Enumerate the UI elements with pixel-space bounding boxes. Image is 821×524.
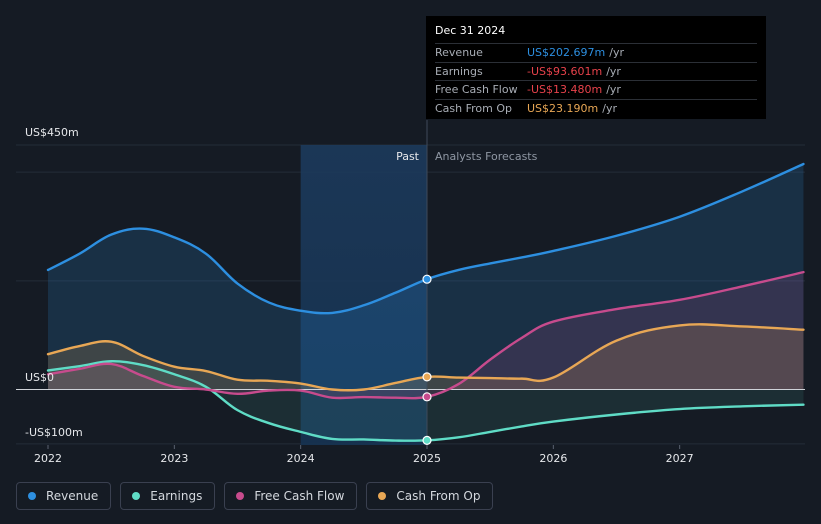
tooltip-date: Dec 31 2024	[435, 24, 506, 37]
earnings-dot-icon	[132, 492, 141, 500]
chart-legend: Revenue Earnings Free Cash Flow Cash Fro…	[16, 482, 494, 510]
legend-item-earnings[interactable]: Earnings	[120, 482, 216, 510]
split-markers	[422, 274, 432, 445]
revenue-marker	[422, 274, 432, 284]
tooltip-value: US$23.190m	[527, 101, 599, 115]
tooltip-label: Revenue	[435, 46, 483, 60]
x-tick-label: 2022	[34, 452, 62, 465]
free-cash-flow-area	[48, 272, 804, 399]
tooltip-label: Free Cash Flow	[435, 83, 518, 97]
cash-from-op-area	[48, 324, 804, 391]
legend-item-revenue[interactable]: Revenue	[16, 482, 112, 510]
y-axis-top-label: US$450m	[25, 126, 79, 139]
past-label: Past	[396, 150, 420, 163]
legend-item-cash-from-op[interactable]: Cash From Op	[366, 482, 494, 510]
x-tick-label: 2023	[160, 452, 188, 465]
free-cash-flow-dot-icon	[236, 492, 245, 500]
earnings-marker	[422, 435, 432, 445]
y-axis-zero-label: US$0	[25, 371, 54, 384]
tooltip-row-cash-from-op: Cash From Op US$23.190m /yr	[435, 98, 757, 118]
tooltip-unit: /yr	[609, 46, 624, 60]
tooltip-value: US$202.697m	[527, 46, 606, 60]
tooltip-label: Earnings	[435, 64, 483, 78]
x-axis-ticks: 2022 2023 2024 2025 2026 2027	[34, 445, 694, 465]
series-lines	[46, 162, 805, 442]
tooltip-row-earnings: Earnings -US$93.601m /yr	[435, 61, 757, 81]
tooltip-unit: /yr	[606, 83, 621, 97]
earnings-line	[46, 360, 805, 442]
legend-label: Revenue	[46, 489, 99, 503]
revenue-area	[48, 164, 804, 390]
cash-from-op-line	[46, 323, 805, 392]
tooltip-unit: /yr	[606, 64, 621, 78]
tooltip-row-revenue: Revenue US$202.697m /yr	[435, 43, 757, 62]
revenue-dot-icon	[28, 492, 36, 500]
tooltip-value: -US$13.480m	[527, 83, 603, 97]
tooltip-label: Cash From Op	[435, 101, 513, 115]
cash-from-op-dot-icon	[378, 492, 387, 500]
free-cash-flow-line	[46, 270, 805, 400]
tooltip-value: -US$93.601m	[527, 64, 603, 78]
cash-from-op-marker	[422, 372, 432, 382]
x-tick-label: 2025	[413, 452, 441, 465]
tooltip-unit: /yr	[602, 101, 617, 115]
revenue-line	[46, 162, 805, 315]
y-axis-bottom-label: -US$100m	[25, 426, 83, 439]
forecast-label: Analysts Forecasts	[435, 150, 538, 163]
x-tick-label: 2026	[539, 452, 567, 465]
legend-label: Free Cash Flow	[254, 489, 345, 503]
legend-item-free-cash-flow[interactable]: Free Cash Flow	[224, 482, 358, 510]
data-tooltip: Dec 31 2024 Revenue US$202.697m /yr Earn…	[426, 16, 766, 119]
free-cash-flow-marker	[422, 392, 432, 402]
x-tick-label: 2024	[287, 452, 315, 465]
x-tick-label: 2027	[666, 452, 694, 465]
legend-label: Cash From Op	[396, 489, 481, 503]
tooltip-row-free-cash-flow: Free Cash Flow -US$13.480m /yr	[435, 80, 757, 99]
legend-label: Earnings	[150, 489, 203, 503]
